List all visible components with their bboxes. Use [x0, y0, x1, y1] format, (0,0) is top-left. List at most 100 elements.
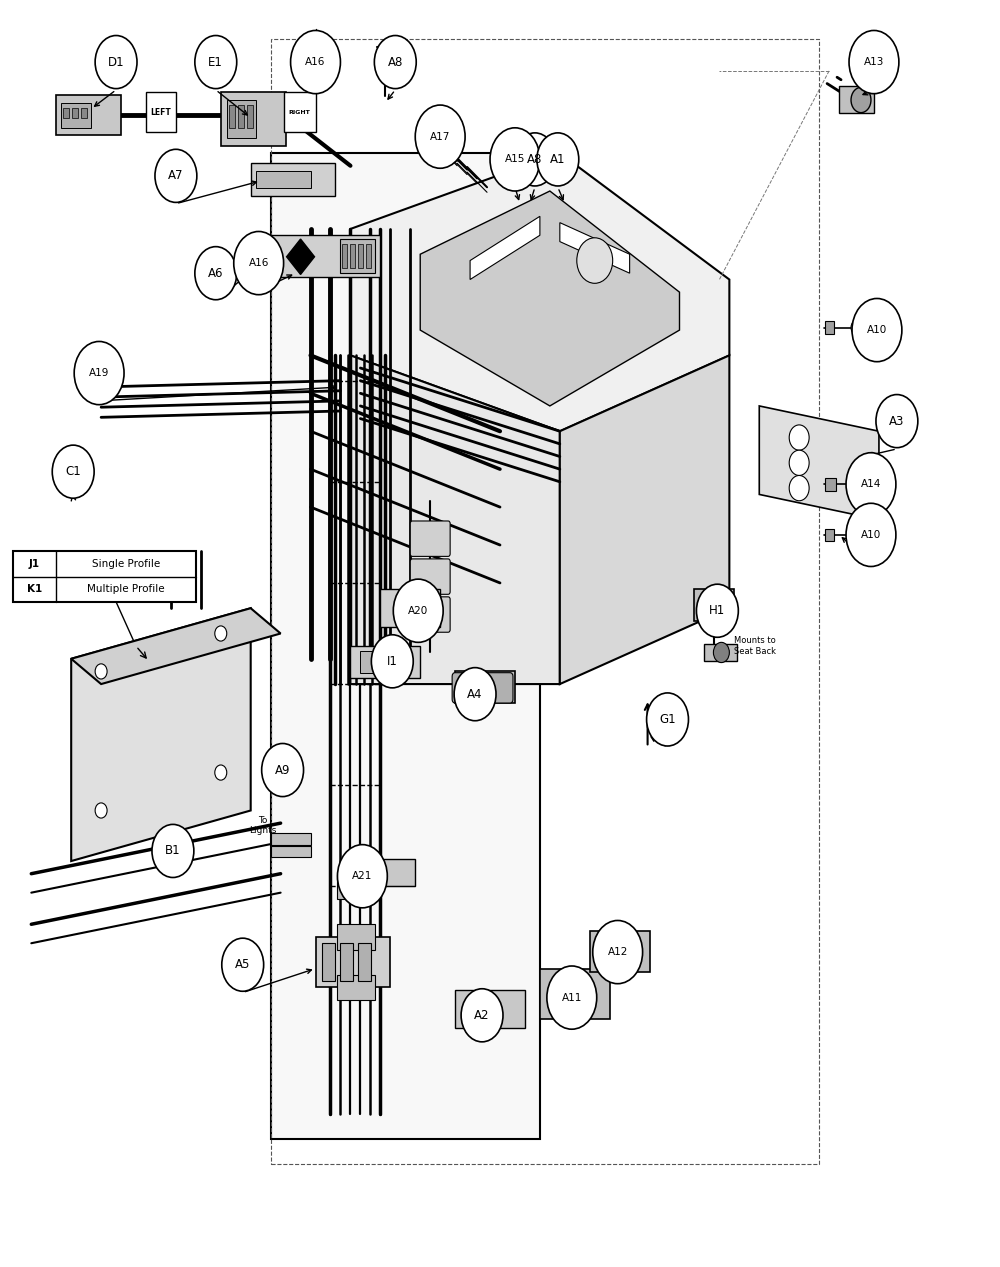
Text: A9: A9 — [275, 764, 290, 777]
Polygon shape — [71, 608, 251, 862]
Text: A19: A19 — [89, 369, 109, 378]
Text: J1: J1 — [29, 559, 40, 569]
Circle shape — [713, 642, 729, 663]
Bar — [337, 874, 375, 900]
Circle shape — [490, 128, 540, 191]
Circle shape — [195, 35, 237, 89]
Bar — [247, 105, 253, 128]
Bar — [704, 644, 737, 661]
Bar — [322, 943, 335, 981]
FancyBboxPatch shape — [452, 673, 513, 703]
Circle shape — [514, 133, 556, 186]
Circle shape — [74, 342, 124, 404]
Text: A8: A8 — [388, 56, 403, 68]
Text: A7: A7 — [168, 170, 184, 182]
Text: H1: H1 — [709, 604, 726, 617]
Text: To
Lights: To Lights — [249, 816, 276, 835]
Bar — [358, 245, 363, 269]
Bar — [340, 943, 353, 981]
Circle shape — [696, 584, 738, 637]
Bar — [271, 236, 380, 277]
Circle shape — [215, 626, 227, 641]
Text: A11: A11 — [562, 992, 582, 1002]
Text: A16: A16 — [305, 57, 326, 67]
Text: A5: A5 — [235, 958, 250, 972]
Circle shape — [547, 965, 597, 1029]
Text: E1: E1 — [208, 56, 223, 68]
Bar — [238, 105, 244, 128]
Bar — [221, 92, 286, 146]
Circle shape — [851, 527, 863, 542]
Text: Mounts to
Seat Back: Mounts to Seat Back — [734, 636, 776, 656]
Bar — [350, 245, 355, 269]
Bar — [350, 646, 420, 678]
Text: A13: A13 — [864, 57, 884, 67]
Bar — [81, 108, 87, 118]
Text: A14: A14 — [861, 479, 881, 489]
Text: G1: G1 — [659, 713, 676, 726]
Bar — [825, 322, 834, 334]
Circle shape — [610, 936, 634, 967]
Bar — [271, 834, 311, 845]
Circle shape — [176, 560, 196, 585]
Circle shape — [454, 668, 496, 721]
Text: A16: A16 — [248, 258, 269, 269]
Circle shape — [846, 503, 896, 566]
Text: A17: A17 — [430, 132, 450, 142]
Circle shape — [234, 232, 284, 295]
Bar — [316, 936, 390, 987]
Bar — [146, 92, 176, 132]
Polygon shape — [350, 153, 729, 431]
Bar — [337, 974, 375, 1000]
Circle shape — [374, 35, 416, 89]
FancyBboxPatch shape — [410, 559, 450, 594]
Circle shape — [415, 105, 465, 169]
Bar — [358, 943, 371, 981]
Text: A6: A6 — [208, 266, 224, 280]
Bar — [227, 100, 256, 138]
Circle shape — [593, 921, 643, 983]
Bar — [271, 39, 819, 1164]
Polygon shape — [287, 239, 315, 275]
Circle shape — [789, 450, 809, 475]
Bar — [56, 95, 121, 136]
Text: Multiple Profile: Multiple Profile — [87, 584, 165, 594]
Text: D1: D1 — [108, 56, 124, 68]
Bar — [13, 551, 196, 602]
Circle shape — [95, 803, 107, 818]
Text: Single Profile: Single Profile — [92, 559, 160, 569]
Bar — [271, 153, 540, 1139]
Circle shape — [577, 238, 613, 284]
Polygon shape — [470, 217, 540, 280]
Circle shape — [222, 938, 264, 991]
Circle shape — [851, 321, 863, 336]
Bar — [360, 651, 410, 673]
Text: A10: A10 — [867, 326, 887, 334]
Circle shape — [851, 87, 871, 113]
Bar — [251, 163, 335, 196]
Text: K1: K1 — [27, 584, 42, 594]
Polygon shape — [350, 355, 560, 684]
Circle shape — [155, 150, 197, 203]
Bar — [229, 105, 235, 128]
Circle shape — [393, 579, 443, 642]
Circle shape — [789, 475, 809, 500]
Circle shape — [371, 635, 413, 688]
Text: A1: A1 — [550, 153, 566, 166]
Bar — [366, 245, 371, 269]
Circle shape — [876, 394, 918, 447]
Bar — [825, 528, 834, 541]
Text: RIGHT: RIGHT — [289, 109, 310, 114]
Circle shape — [849, 30, 899, 94]
Polygon shape — [560, 223, 630, 274]
Text: A3: A3 — [889, 414, 905, 427]
Circle shape — [846, 452, 896, 516]
Circle shape — [63, 471, 79, 492]
Bar — [380, 589, 440, 627]
Text: A2: A2 — [474, 1009, 490, 1021]
Bar — [271, 846, 311, 858]
Text: A21: A21 — [352, 872, 373, 882]
Circle shape — [647, 693, 688, 746]
Text: A20: A20 — [408, 606, 428, 616]
Circle shape — [337, 845, 387, 908]
